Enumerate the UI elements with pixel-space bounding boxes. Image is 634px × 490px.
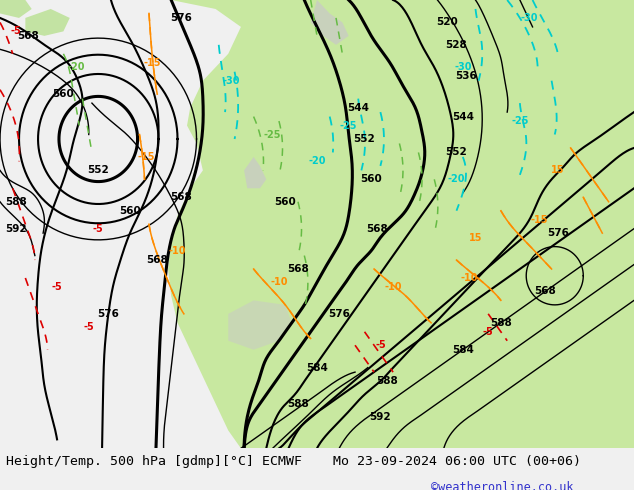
Text: 568: 568: [146, 255, 168, 265]
Text: 544: 544: [347, 102, 369, 113]
Text: 576: 576: [170, 13, 191, 23]
Polygon shape: [25, 9, 70, 36]
Text: 560: 560: [360, 174, 382, 184]
Text: 584: 584: [306, 363, 328, 373]
Text: 560: 560: [119, 206, 141, 216]
Text: 552: 552: [446, 147, 467, 157]
Text: 568: 568: [534, 287, 556, 296]
Polygon shape: [244, 157, 266, 188]
Text: 552: 552: [87, 165, 109, 175]
Text: -10: -10: [169, 246, 186, 256]
Text: ©weatheronline.co.uk: ©weatheronline.co.uk: [431, 481, 574, 490]
Text: -20: -20: [308, 156, 326, 167]
Text: -25: -25: [264, 129, 281, 140]
Text: -10: -10: [270, 277, 288, 288]
Polygon shape: [168, 0, 634, 448]
Text: 588: 588: [5, 197, 27, 207]
Text: -15: -15: [530, 215, 548, 225]
Text: -30: -30: [454, 62, 472, 72]
Text: -10: -10: [460, 273, 478, 283]
Text: -30: -30: [521, 13, 538, 23]
Text: Height/Temp. 500 hPa [gdmp][°C] ECMWF: Height/Temp. 500 hPa [gdmp][°C] ECMWF: [6, 455, 302, 468]
Text: -10: -10: [384, 282, 402, 292]
Text: 576: 576: [97, 309, 119, 319]
Text: 520: 520: [436, 18, 458, 27]
Text: 584: 584: [452, 344, 474, 355]
Text: 592: 592: [370, 412, 391, 422]
Text: Mo 23-09-2024 06:00 UTC (00+06): Mo 23-09-2024 06:00 UTC (00+06): [333, 455, 581, 468]
Text: -30: -30: [223, 75, 240, 86]
Text: 592: 592: [5, 223, 27, 234]
Text: 588: 588: [376, 376, 398, 386]
Text: 568: 568: [170, 192, 191, 202]
Text: 588: 588: [490, 318, 512, 328]
Text: -25: -25: [340, 121, 358, 130]
Text: -5: -5: [93, 223, 103, 234]
Text: 568: 568: [366, 223, 388, 234]
Text: 544: 544: [452, 112, 474, 122]
Polygon shape: [228, 300, 292, 350]
Text: 576: 576: [328, 309, 350, 319]
Text: 552: 552: [354, 134, 375, 144]
Text: 15: 15: [469, 233, 482, 243]
Polygon shape: [0, 0, 32, 18]
Text: 588: 588: [287, 398, 309, 409]
Text: -5: -5: [52, 282, 62, 292]
Text: -15: -15: [143, 58, 161, 68]
Text: 528: 528: [446, 40, 467, 50]
Text: 536: 536: [455, 71, 477, 81]
Text: 560: 560: [275, 197, 296, 207]
Text: -20: -20: [448, 174, 465, 184]
Text: 15: 15: [551, 165, 565, 175]
Polygon shape: [311, 0, 349, 45]
Text: 568: 568: [287, 264, 309, 274]
Text: -5: -5: [483, 327, 493, 337]
Text: 576: 576: [547, 228, 569, 238]
Text: -20: -20: [67, 62, 85, 72]
Text: 568: 568: [18, 31, 39, 41]
Text: -25: -25: [511, 116, 529, 126]
Text: -5: -5: [84, 322, 94, 332]
Text: -15: -15: [137, 152, 155, 162]
Text: -5: -5: [11, 26, 21, 36]
Text: -5: -5: [375, 340, 385, 350]
Text: 560: 560: [53, 89, 74, 99]
